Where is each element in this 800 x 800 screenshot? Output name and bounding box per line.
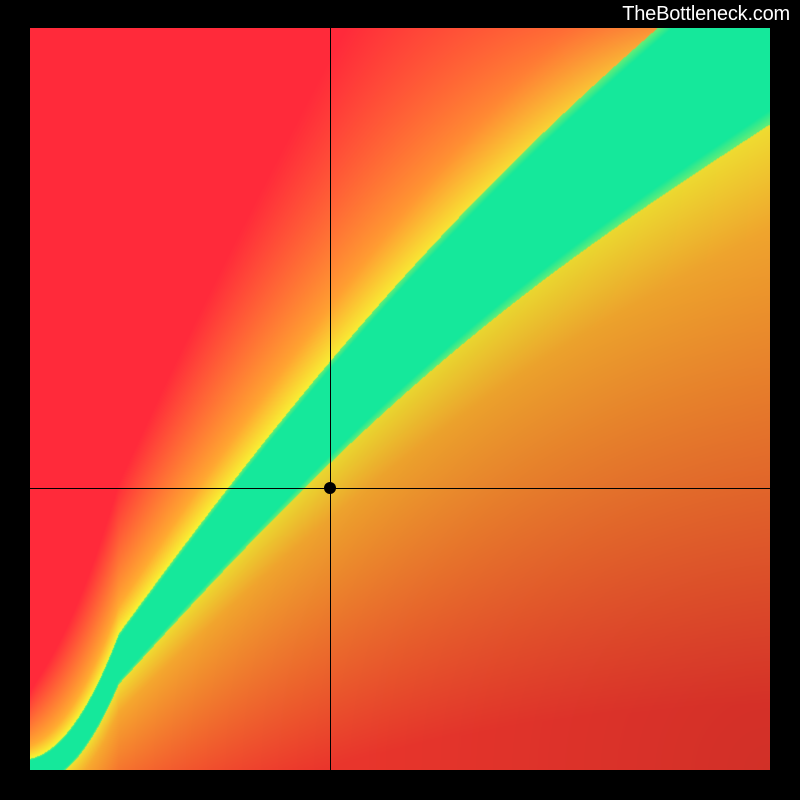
crosshair-horizontal <box>30 488 770 489</box>
crosshair-marker <box>324 482 336 494</box>
heatmap-canvas <box>30 28 770 770</box>
plot-frame <box>0 28 800 800</box>
site-watermark: TheBottleneck.com <box>622 3 790 26</box>
crosshair-vertical <box>330 28 331 770</box>
bottleneck-heatmap <box>30 28 770 770</box>
